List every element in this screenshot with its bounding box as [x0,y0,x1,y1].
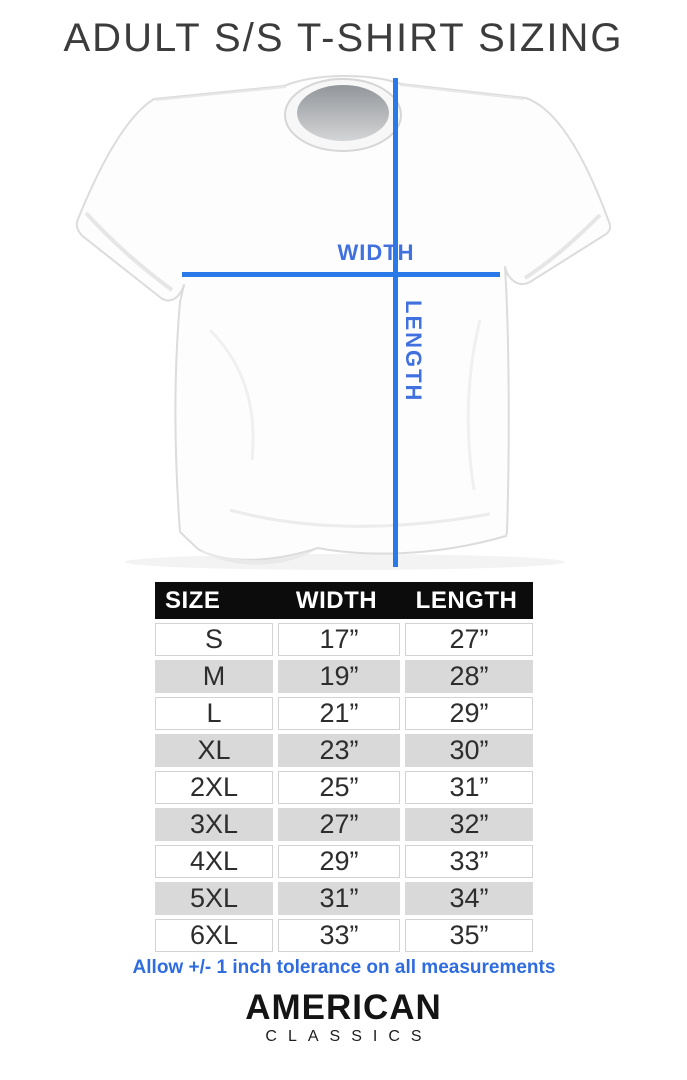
cell-length: 27” [405,623,533,656]
cell-length: 32” [405,808,533,841]
cell-width: 33” [278,919,400,952]
tolerance-note: Allow +/- 1 inch tolerance on all measur… [132,957,556,978]
table-header: SIZE WIDTH LENGTH [155,582,533,619]
header-cell-width: WIDTH [295,586,378,614]
cell-length: 31” [405,771,533,804]
collar-opening [297,85,389,141]
length-label: LENGTH [401,300,426,403]
size-table: SIZE WIDTH LENGTH S 17” 27” M 19” 28” L … [155,582,533,952]
hem-fold [198,548,318,565]
cell-width: 31” [278,882,400,915]
shirt-body [75,75,612,561]
right-cuff-seam [523,213,602,280]
header-cell-length: LENGTH [415,586,518,614]
cell-length: 30” [405,734,533,767]
length-line [393,78,398,567]
cell-length: 28” [405,660,533,693]
page-title: ADULT S/S T-SHIRT SIZING [63,16,624,60]
cell-width: 23” [278,734,400,767]
cell-width: 29” [278,845,400,878]
cell-size: 3XL [155,808,273,841]
cell-length: 33” [405,845,533,878]
cell-size: S [155,623,273,656]
cell-size: 2XL [155,771,273,804]
tshirt-graphic [75,75,612,570]
table-body: S 17” 27” M 19” 28” L 21” 29” XL 23” 30”… [155,623,533,952]
cell-length: 34” [405,882,533,915]
cell-width: 25” [278,771,400,804]
left-cuff-seam [84,211,174,292]
cell-width: 27” [278,808,400,841]
cell-size: L [155,697,273,730]
cell-size: M [155,660,273,693]
cell-size: XL [155,734,273,767]
cell-size: 6XL [155,919,273,952]
width-line [182,272,500,277]
cell-width: 17” [278,623,400,656]
brand-line1: AMERICAN [245,988,442,1027]
cell-width: 21” [278,697,400,730]
header-cell-size: SIZE [165,586,221,614]
shirt-shadow [125,554,565,570]
tshirt-diagram: WIDTH LENGTH [60,70,630,575]
brand-line2: CLASSICS [265,1028,433,1045]
cell-length: 29” [405,697,533,730]
cell-size: 5XL [155,882,273,915]
cell-width: 19” [278,660,400,693]
cell-size: 4XL [155,845,273,878]
brand-logo: AMERICAN CLASSICS [0,990,687,1047]
width-label: WIDTH [337,240,415,265]
cell-length: 35” [405,919,533,952]
